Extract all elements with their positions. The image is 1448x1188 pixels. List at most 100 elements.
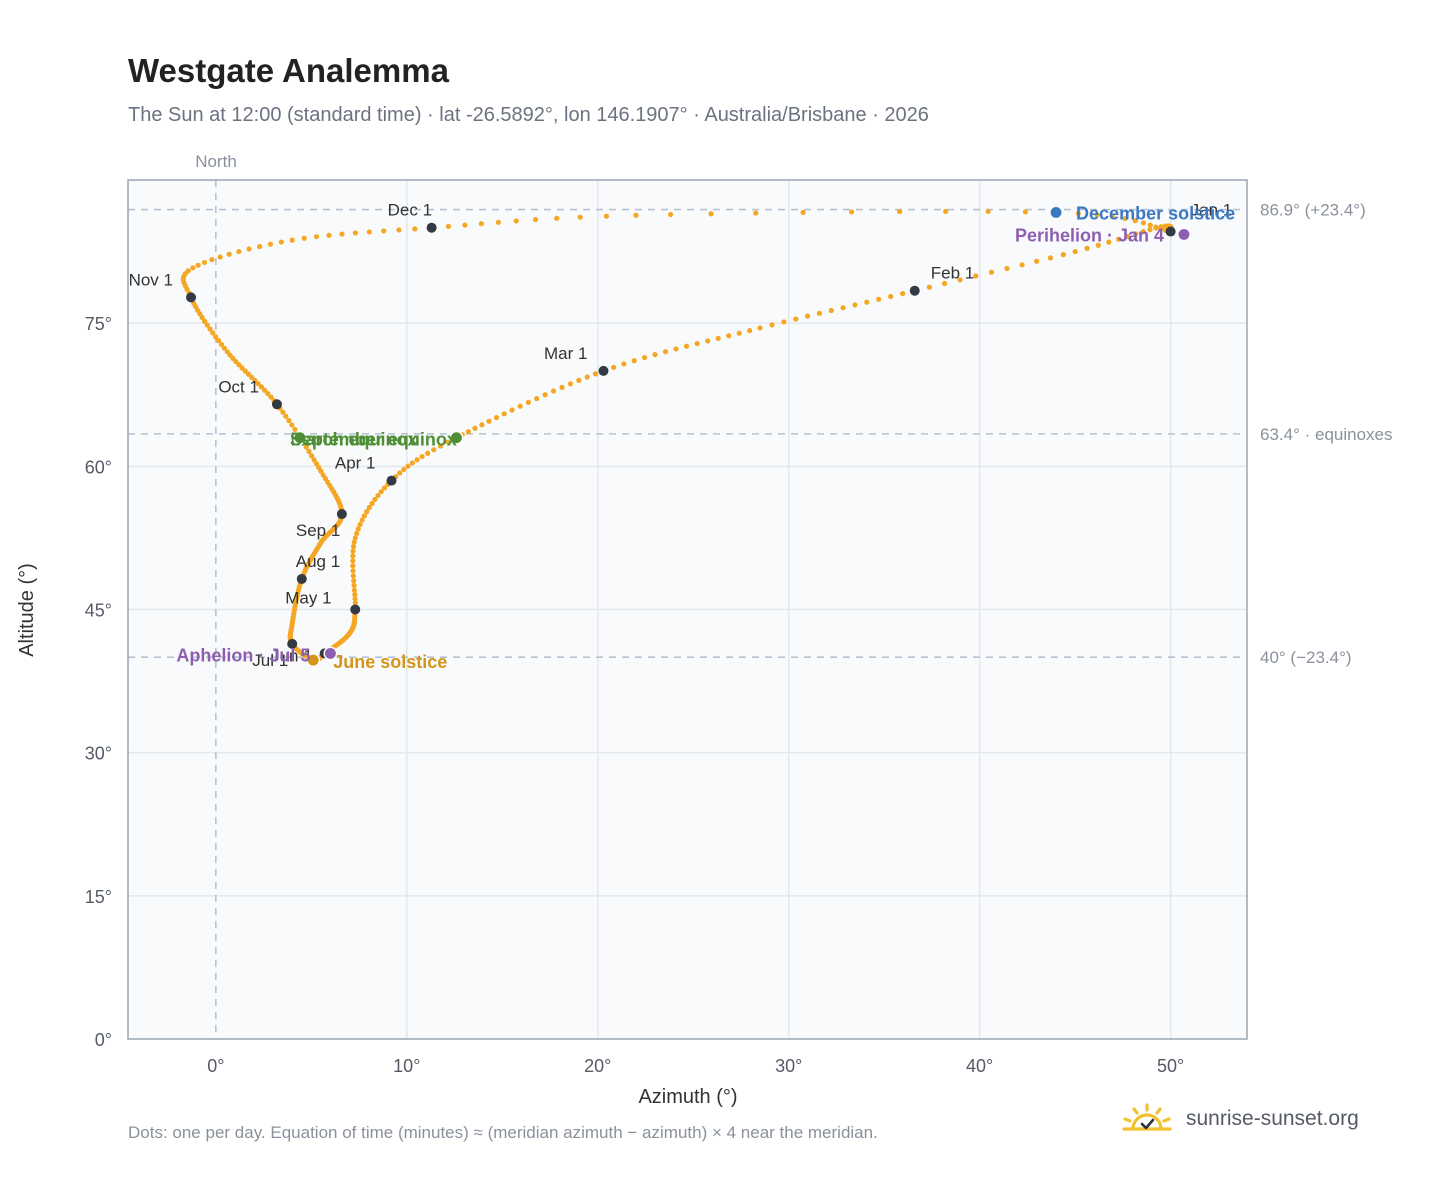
daily-sun-dot (210, 330, 216, 336)
daily-sun-dot (1162, 223, 1168, 229)
daily-sun-dot (224, 349, 230, 355)
daily-sun-dot (378, 489, 384, 495)
daily-sun-dot (372, 496, 378, 503)
daily-sun-dot (495, 219, 501, 225)
daily-sun-dot (611, 364, 617, 370)
daily-sun-dot (576, 377, 582, 383)
daily-sun-dot (1124, 233, 1131, 240)
daily-sun-dot (268, 394, 274, 400)
footnote: Dots: one per day. Equation of time (min… (128, 1123, 878, 1142)
month-marker-label: Oct 1 (218, 377, 259, 396)
chart-subtitle: The Sun at 12:00 (standard time) · lat -… (128, 104, 929, 126)
daily-sun-dot (350, 543, 357, 550)
daily-sun-dot (320, 472, 326, 478)
daily-sun-dot (236, 248, 242, 255)
daily-sun-dot (973, 273, 979, 279)
month-marker (287, 638, 298, 649)
axis-ticks: 0° 10° 20° 30° 40° 50° 0° 15° 30° 45° 60° 75° (85, 314, 1184, 1076)
daily-sun-dot (493, 414, 500, 421)
y-tick-label: 30° (85, 744, 112, 764)
daily-sun-dot (375, 492, 381, 499)
daily-sun-dot (662, 349, 669, 355)
daily-sun-dot (217, 254, 223, 260)
daily-sun-dot (542, 392, 548, 398)
daily-sun-dot (286, 417, 292, 424)
daily-sun-dot (554, 215, 560, 221)
daily-sun-dot (414, 457, 420, 463)
month-marker-label: Nov 1 (129, 270, 173, 289)
month-marker (386, 475, 397, 486)
daily-sun-dot (584, 374, 590, 380)
daily-sun-dot (309, 453, 315, 459)
daily-sun-dot (509, 407, 515, 413)
month-marker (186, 292, 197, 303)
daily-sun-dot (351, 539, 357, 545)
daily-sun-dot (242, 368, 248, 374)
month-marker-label: Feb 1 (931, 264, 974, 283)
event-label: Aphelion · Jul 5 (176, 645, 310, 665)
daily-sun-dot (478, 221, 484, 227)
daily-sun-dot (313, 234, 320, 240)
daily-sun-dot (694, 340, 700, 347)
daily-sun-dot (405, 463, 411, 469)
daily-sun-dot (736, 330, 742, 336)
event-label: December solstice (1076, 203, 1235, 223)
daily-sun-dot (673, 346, 679, 352)
daily-sun-dot (897, 208, 903, 215)
reference-line-label: 63.4° · equinoxes (1260, 425, 1393, 444)
daily-sun-dot (683, 343, 690, 349)
daily-sun-dot (352, 596, 358, 602)
daily-sun-dot (652, 351, 658, 358)
month-marker-label: Mar 1 (544, 344, 587, 363)
event-label: Perihelion · Jan 4 (1015, 225, 1164, 245)
daily-sun-dot (409, 460, 415, 466)
daily-sun-dot (1140, 228, 1146, 235)
daily-sun-dot (213, 334, 219, 340)
y-tick-label: 0° (95, 1030, 112, 1050)
daily-sun-dot (195, 262, 201, 268)
month-marker-label: Apr 1 (335, 454, 376, 473)
reference-line-label: 40° (−23.4°) (1260, 648, 1352, 667)
daily-sun-dot (278, 239, 284, 245)
daily-sun-dot (513, 218, 519, 224)
daily-sun-dot (359, 517, 365, 523)
daily-sun-dot (350, 558, 356, 564)
daily-sun-dot (1153, 224, 1159, 230)
daily-sun-dot (753, 210, 759, 216)
daily-sun-dot (501, 411, 507, 417)
daily-sun-dot (805, 313, 811, 319)
month-marker (1165, 226, 1176, 237)
event-marker (1177, 227, 1191, 242)
daily-sun-dot (828, 307, 834, 314)
daily-sun-dot (190, 265, 196, 271)
daily-sun-dot (1075, 210, 1081, 217)
daily-sun-dot (355, 526, 361, 532)
month-marker-label: Sep 1 (296, 521, 340, 540)
daily-sun-dot (462, 222, 468, 228)
grid-lines (128, 180, 1247, 1039)
brand[interactable]: sunrise-sunset.org (1120, 1102, 1359, 1136)
daily-sun-dot (292, 426, 298, 432)
y-axis-title: Altitude (°) (16, 563, 38, 657)
daily-sun-dot (715, 335, 721, 341)
daily-sun-dot (249, 374, 255, 380)
daily-sun-dot (381, 228, 387, 234)
daily-sun-dot (465, 428, 472, 435)
month-marker (350, 604, 361, 615)
daily-sun-dot (1047, 255, 1054, 261)
daily-sun-dot (567, 381, 574, 387)
month-marker (426, 222, 437, 233)
daily-sun-dot (339, 231, 345, 237)
daily-sun-dot (1147, 227, 1153, 233)
month-marker-label: Jan 1 (1191, 201, 1233, 220)
daily-sun-dot (525, 399, 531, 405)
x-tick-label: 50° (1157, 1056, 1184, 1076)
event-label: June solstice (333, 652, 447, 672)
daily-sun-dot (350, 573, 356, 579)
daily-sun-dot (207, 326, 213, 332)
daily-sun-dot (352, 230, 358, 236)
x-tick-label: 0° (207, 1056, 224, 1076)
daily-sun-dot (621, 361, 627, 367)
